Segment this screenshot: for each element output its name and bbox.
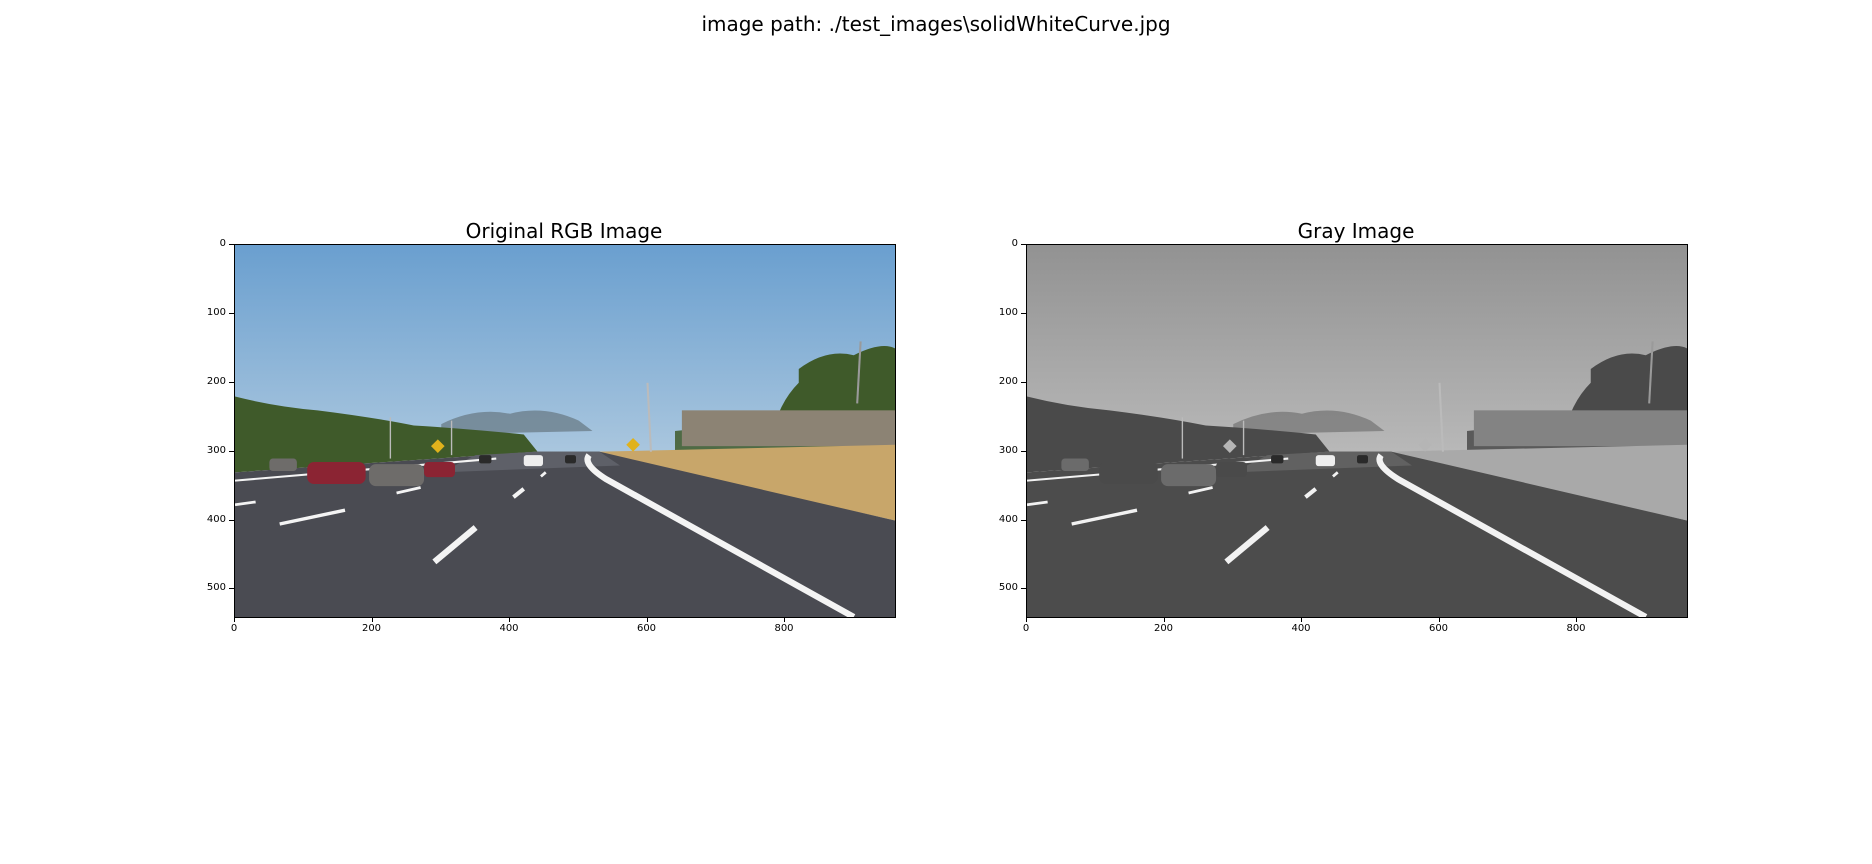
gray-x-tick-label: 800 bbox=[1566, 623, 1586, 634]
gray-x-tick-mark bbox=[1301, 617, 1302, 622]
car-white bbox=[523, 455, 543, 467]
car-red bbox=[1099, 462, 1158, 485]
gray-y-tick-label: 0 bbox=[1011, 238, 1018, 249]
gray-x-tick-label: 400 bbox=[1291, 623, 1311, 634]
distant-hills bbox=[1233, 410, 1385, 435]
rgb-y-tick-label: 0 bbox=[219, 238, 226, 249]
lane-dash bbox=[1188, 486, 1213, 495]
rgb-y-tick-label: 300 bbox=[206, 444, 226, 456]
rgb-x-tick-label: 600 bbox=[636, 623, 657, 634]
car-red bbox=[1216, 462, 1247, 478]
rgb-y-tick-mark bbox=[229, 450, 234, 452]
solid-white-curve bbox=[1376, 453, 1648, 617]
rgb-road-photo bbox=[235, 245, 895, 617]
car-gray bbox=[369, 464, 425, 487]
car-gray bbox=[269, 458, 297, 471]
car-red bbox=[424, 462, 455, 478]
left-treeline bbox=[235, 396, 538, 473]
wooden-fence bbox=[681, 410, 895, 447]
rgb-x-tick-mark bbox=[234, 617, 235, 622]
power-tower bbox=[856, 341, 862, 404]
car-red bbox=[307, 462, 366, 485]
rgb-y-tick-mark bbox=[229, 312, 234, 314]
rgb-y-tick-label: 500 bbox=[206, 582, 226, 594]
gray-x-tick-label: 200 bbox=[1153, 623, 1174, 634]
panel-title-gray: Gray Image bbox=[1297, 219, 1415, 243]
car-gray bbox=[1061, 458, 1089, 471]
gray-x-tick-mark bbox=[1026, 617, 1027, 622]
gray-y-tick-label: 500 bbox=[998, 582, 1018, 594]
gray-y-tick-mark bbox=[1021, 312, 1026, 314]
solid-white-curve bbox=[584, 453, 856, 617]
lane-dash bbox=[1027, 500, 1048, 507]
rgb-y-tick-mark bbox=[229, 381, 234, 383]
lane-dash bbox=[235, 500, 256, 507]
road-sign bbox=[1418, 437, 1432, 452]
lane-dash bbox=[1071, 508, 1138, 526]
car-gray bbox=[1161, 464, 1217, 487]
gray-y-tick-mark bbox=[1021, 519, 1026, 521]
gray-y-tick-mark bbox=[1021, 381, 1026, 383]
gray-image-axes bbox=[1026, 244, 1688, 618]
lane-dash bbox=[1224, 525, 1270, 565]
gray-y-tick-mark bbox=[1021, 450, 1026, 452]
rgb-x-tick-label: 400 bbox=[499, 623, 519, 634]
rgb-x-tick-mark bbox=[509, 617, 510, 622]
car-dark bbox=[1271, 455, 1284, 464]
lane-dash bbox=[396, 486, 421, 495]
rgb-x-tick-mark bbox=[646, 617, 648, 622]
rgb-y-tick-mark bbox=[229, 588, 234, 590]
car-dark bbox=[1357, 455, 1368, 464]
rgb-image-axes bbox=[234, 244, 896, 618]
rgb-x-tick-label: 0 bbox=[230, 623, 238, 634]
wooden-fence bbox=[1473, 410, 1687, 447]
gray-y-tick-label: 100 bbox=[998, 306, 1018, 318]
rgb-x-tick-mark bbox=[371, 617, 373, 622]
gray-x-tick-label: 0 bbox=[1022, 623, 1030, 634]
rgb-y-tick-label: 200 bbox=[206, 375, 226, 387]
gray-y-tick-label: 400 bbox=[998, 513, 1018, 525]
rgb-y-tick-mark bbox=[229, 519, 234, 521]
gray-x-tick-mark bbox=[1438, 617, 1440, 622]
gray-x-tick-mark bbox=[1163, 617, 1165, 622]
gray-road-photo bbox=[1027, 245, 1687, 617]
gray-y-tick-label: 300 bbox=[998, 444, 1018, 456]
rgb-x-tick-label: 200 bbox=[361, 623, 382, 634]
lane-dash bbox=[1304, 487, 1318, 499]
car-white bbox=[1315, 455, 1335, 467]
lane-dash bbox=[432, 525, 478, 565]
left-treeline bbox=[1027, 396, 1330, 473]
lane-dash bbox=[540, 471, 547, 478]
gray-x-tick-mark bbox=[1576, 617, 1577, 622]
figure-suptitle: image path: ./test_images\solidWhiteCurv… bbox=[701, 12, 1171, 36]
road-sign bbox=[626, 437, 640, 452]
rgb-y-tick-mark bbox=[229, 244, 234, 245]
rgb-y-tick-label: 400 bbox=[206, 513, 226, 525]
gray-x-tick-label: 600 bbox=[1428, 623, 1449, 634]
road-sign bbox=[1223, 439, 1237, 453]
panel-title-rgb: Original RGB Image bbox=[465, 219, 663, 243]
car-dark bbox=[565, 455, 576, 464]
lane-dash bbox=[279, 508, 346, 526]
lane-dash bbox=[512, 487, 526, 499]
gray-y-tick-mark bbox=[1021, 588, 1026, 590]
road-sign bbox=[431, 439, 445, 453]
rgb-x-tick-mark bbox=[784, 617, 785, 622]
rgb-x-tick-label: 800 bbox=[774, 623, 794, 634]
dry-grass bbox=[599, 444, 895, 521]
light-pole bbox=[1438, 382, 1444, 452]
rgb-y-tick-label: 100 bbox=[206, 306, 226, 318]
power-tower bbox=[1648, 341, 1654, 404]
lane-dash bbox=[1332, 471, 1339, 478]
gray-y-tick-label: 200 bbox=[998, 375, 1018, 387]
dry-grass bbox=[1391, 444, 1687, 521]
distant-hills bbox=[441, 410, 593, 435]
car-dark bbox=[479, 455, 492, 464]
gray-y-tick-mark bbox=[1021, 244, 1026, 245]
light-pole bbox=[646, 382, 652, 452]
